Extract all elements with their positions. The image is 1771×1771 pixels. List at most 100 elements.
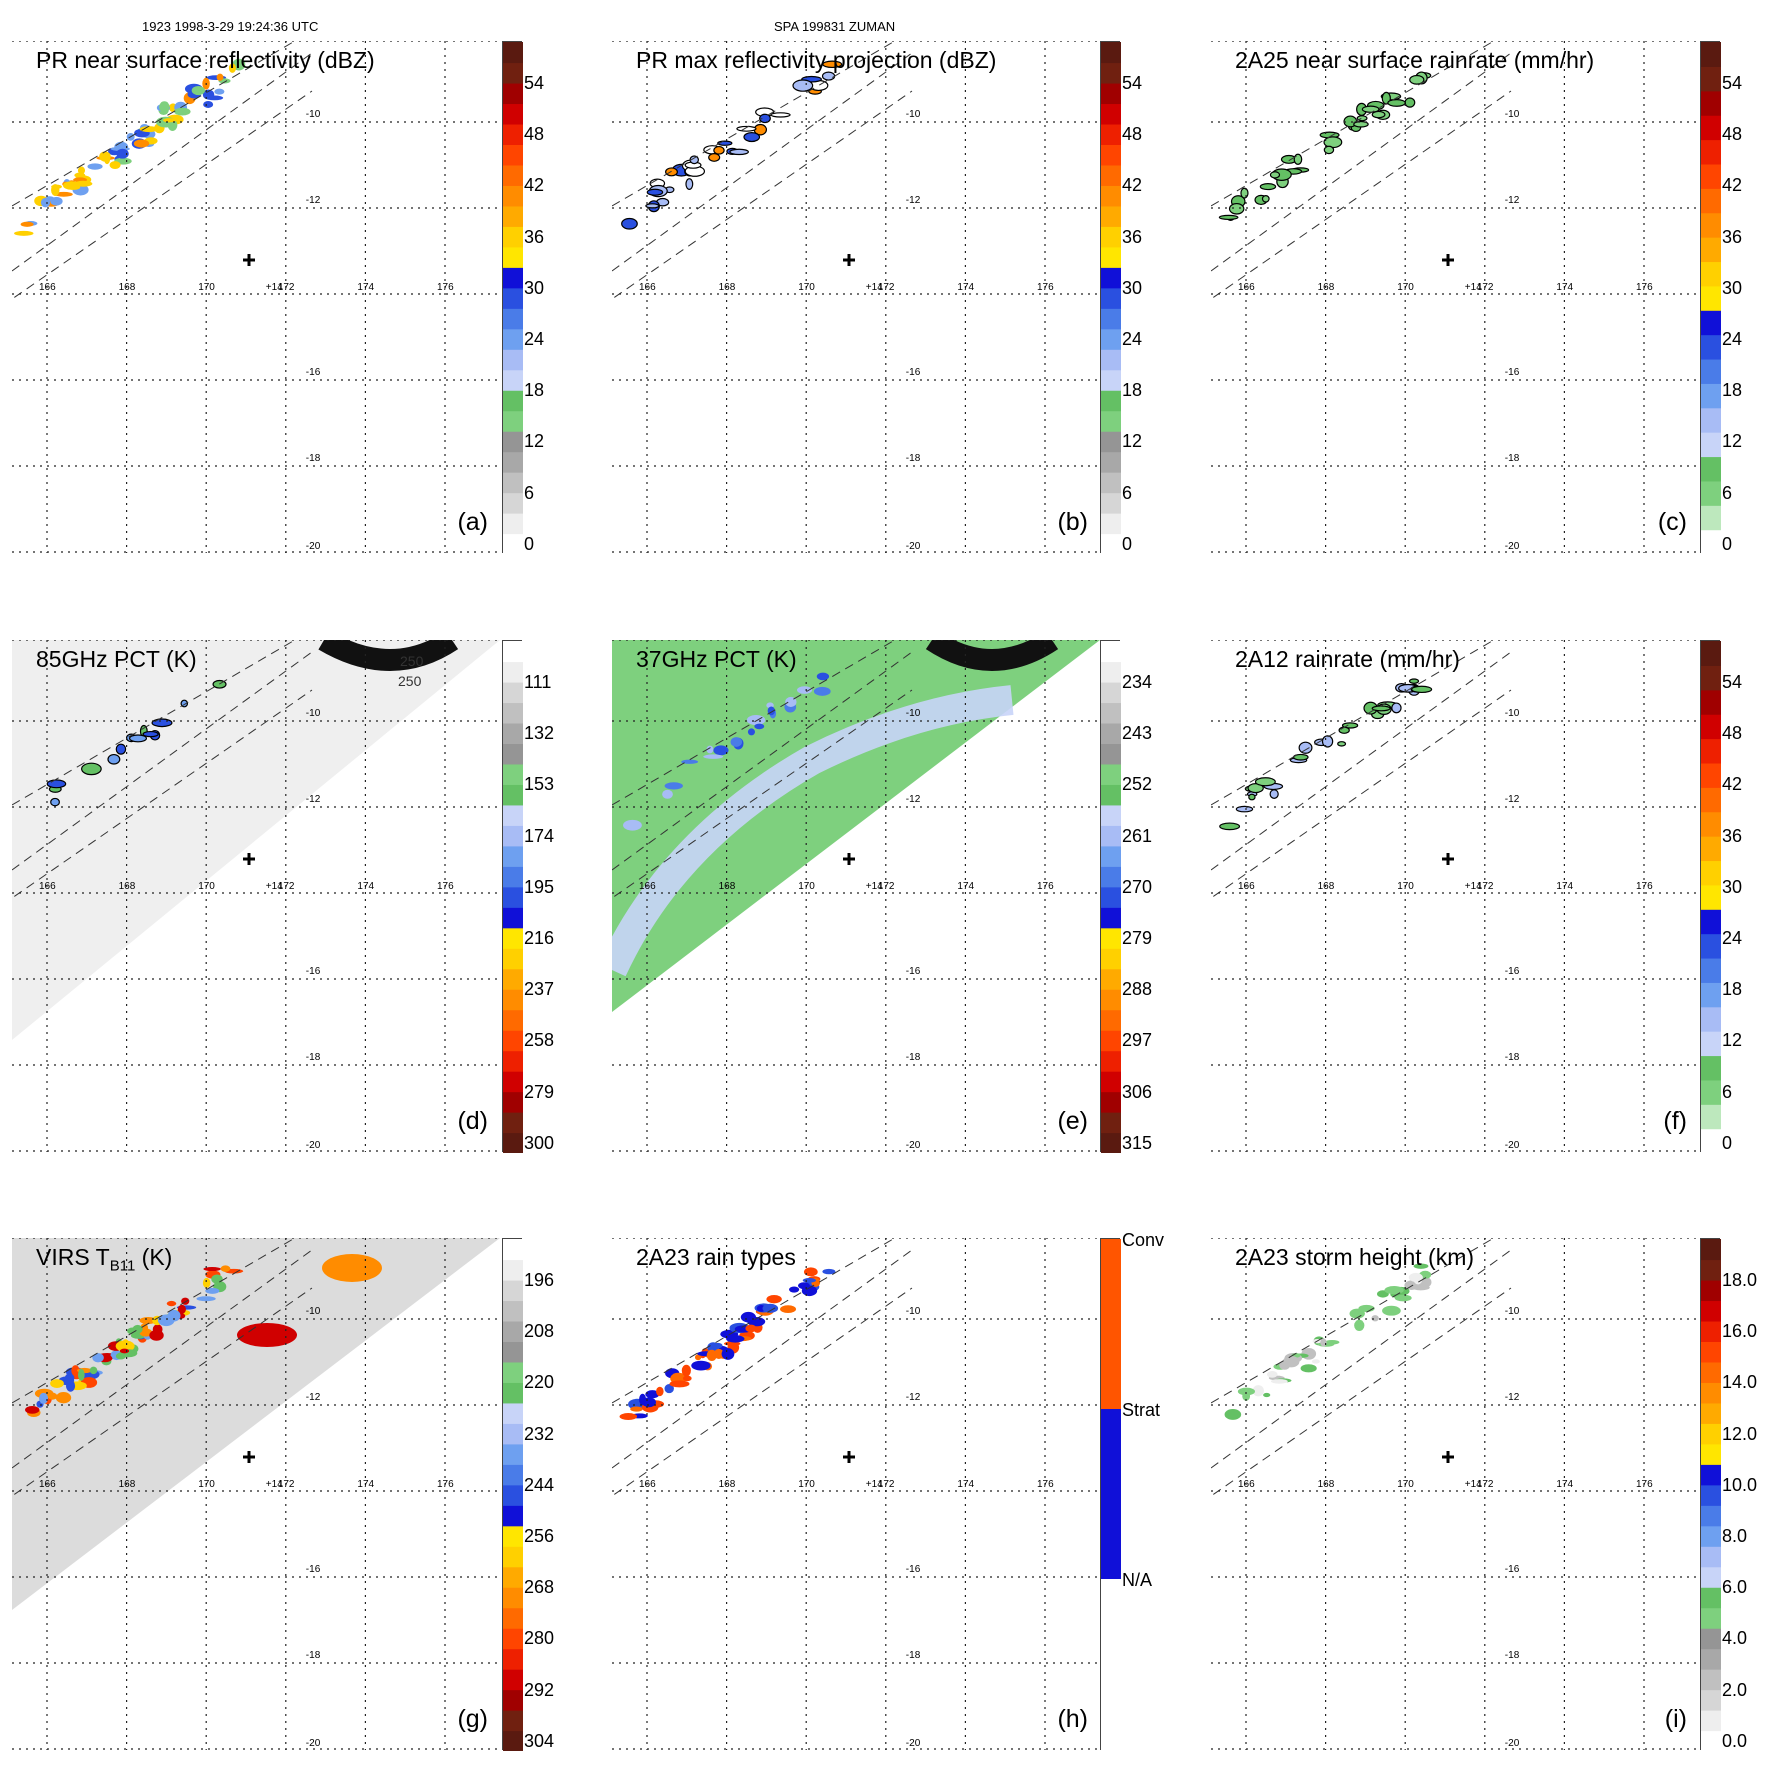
colorbar [1700, 1238, 1721, 1751]
axis-labels: 166 168 170 172 174 176 -10 -12 -16 -18 -20 +14 [39, 109, 454, 552]
virs-cloud-cell [25, 1405, 40, 1414]
colorbar-swatch [1101, 825, 1121, 847]
colorbar-swatch [1101, 907, 1121, 929]
precip-echoes [25, 1265, 244, 1418]
colorbar-swatch [503, 1546, 523, 1568]
storm-center-marker [1442, 1451, 1454, 1463]
rain-cell [1269, 789, 1279, 799]
colorbar-swatch [1101, 246, 1121, 268]
colorbar-tick-label: 42 [1722, 774, 1743, 795]
storm-height-cell [1413, 1263, 1429, 1269]
colorbar-swatch [1701, 505, 1721, 531]
colorbar-tick-label: 8.0 [1722, 1526, 1748, 1546]
colorbar-swatch [503, 886, 523, 908]
colorbar-swatch [1701, 1566, 1721, 1588]
colorbar-tick-label: 0 [1722, 533, 1733, 554]
colorbar-swatch [1101, 369, 1121, 391]
colorbar-swatch [503, 1587, 523, 1609]
panel-title: 2A12 rainrate (mm/hr) [1235, 646, 1460, 673]
swath-edges [612, 1238, 913, 1497]
colorbar-swatch [1701, 1628, 1721, 1650]
colorbar-tick-label: 18 [1722, 380, 1743, 401]
tmi-swath-fill [12, 640, 500, 1040]
pct-cell [713, 745, 729, 756]
storm-marker-label: +14 [266, 1479, 283, 1490]
reflectivity-cell [228, 63, 236, 73]
colorbar-swatch [1101, 968, 1121, 990]
map-svg: 166 168 170 172 174 176 -10 -12 -16 -18 -20 +14 [612, 1238, 1100, 1750]
colorbar-tick-label: 12 [524, 431, 545, 452]
panel-label: (d) [457, 1107, 488, 1135]
lon-tick-label: 166 [639, 1479, 656, 1490]
lon-tick-label: 170 [1397, 1479, 1414, 1490]
colorbar-svg [503, 641, 523, 1153]
storm-height-cell [1270, 1379, 1288, 1384]
colorbar-swatch [1701, 641, 1721, 666]
rain-type-cell [762, 1303, 779, 1313]
colorbar-tick-label: 24 [1722, 928, 1743, 948]
axis-labels: 166 168 170 172 174 176 -10 -12 -16 -18 -20 +14 [39, 708, 454, 1151]
reflectivity-cell [116, 148, 129, 159]
pct-cell [746, 715, 766, 726]
lon-tick-label: 172 [878, 282, 895, 293]
colorbar-swatch [1701, 689, 1721, 715]
storm-marker-label: +14 [1465, 881, 1482, 892]
lat-tick-label: -10 [906, 1306, 921, 1317]
lat-tick-label: -12 [906, 195, 921, 206]
swath-edge-line [1211, 41, 1495, 207]
pct-contour-band [318, 640, 459, 671]
colorbar-swatch [503, 1030, 523, 1052]
map-panel: 166 168 170 172 174 176 -10 -12 -16 -18 -20 +14 VIRS… [12, 1238, 500, 1750]
storm-center-marker [843, 853, 855, 865]
axis-labels: 166 168 170 172 174 176 -10 -12 -16 -18 -20 +14 [639, 708, 1054, 1151]
storm-marker-label: +14 [266, 282, 283, 293]
colorbar-swatch [503, 948, 523, 970]
reflectivity-cell [99, 151, 111, 162]
colorbar-swatch [1101, 144, 1121, 166]
reflectivity-cell [759, 113, 771, 124]
colorbar-swatch [1701, 933, 1721, 959]
lon-tick-label: 166 [639, 282, 656, 293]
lat-tick-label: -12 [1505, 195, 1520, 206]
colorbar-tick-label: 18 [524, 380, 545, 401]
swath-edge-line [612, 651, 913, 871]
swath-edge-line [12, 90, 313, 300]
storm-center-cross [843, 1451, 855, 1463]
reflectivity-cell [203, 101, 214, 108]
colorbar-swatch [1101, 410, 1121, 432]
lat-tick-label: -12 [306, 195, 321, 206]
colorbar-swatch [503, 825, 523, 847]
swath-edge-line [12, 689, 313, 899]
colorbar-swatch [503, 144, 523, 166]
colorbar-swatch [1701, 982, 1721, 1008]
lat-tick-label: -12 [306, 794, 321, 805]
colorbar-swatch [503, 1009, 523, 1031]
lon-tick-label: 176 [437, 881, 454, 892]
rain-type-cell [745, 1324, 757, 1333]
virs-cloud-cell [115, 1340, 135, 1352]
pct-cell [50, 797, 60, 807]
map-svg: 250 250 166 168 170 172 174 176 -10 -12 -16 -18 -20 +… [12, 640, 500, 1152]
lon-tick-label: 168 [119, 282, 136, 293]
colorbar-swatch [1701, 1300, 1721, 1322]
storm-marker-label: +14 [1465, 282, 1482, 293]
lon-tick-label: 176 [1636, 1479, 1653, 1490]
colorbar-swatch [1101, 123, 1121, 145]
colorbar-swatch [1701, 480, 1721, 506]
rain-type-cell [798, 1282, 810, 1290]
rain-type-cell [645, 1390, 660, 1399]
pct-cell [816, 672, 830, 681]
colorbar-swatch [1701, 163, 1721, 189]
colorbar-swatch [1701, 407, 1721, 433]
colorbar-swatch [503, 1402, 523, 1424]
colorbar-tick-label: 4.0 [1722, 1628, 1748, 1649]
colorbar-svg [1701, 42, 1721, 554]
colorbar-tick-label: 0 [1122, 533, 1133, 554]
colorbar-swatch [503, 533, 523, 554]
colorbar-swatch [503, 1050, 523, 1072]
colorbar-tick-label: 256 [524, 1526, 555, 1546]
storm-center-marker [843, 254, 855, 266]
map-svg: 166 168 170 172 174 176 -10 -12 -16 -18 -20 +14 [1211, 640, 1699, 1152]
colorbar-swatch [503, 1710, 523, 1732]
header-center: SPA 199831 ZUMAN [774, 19, 896, 34]
